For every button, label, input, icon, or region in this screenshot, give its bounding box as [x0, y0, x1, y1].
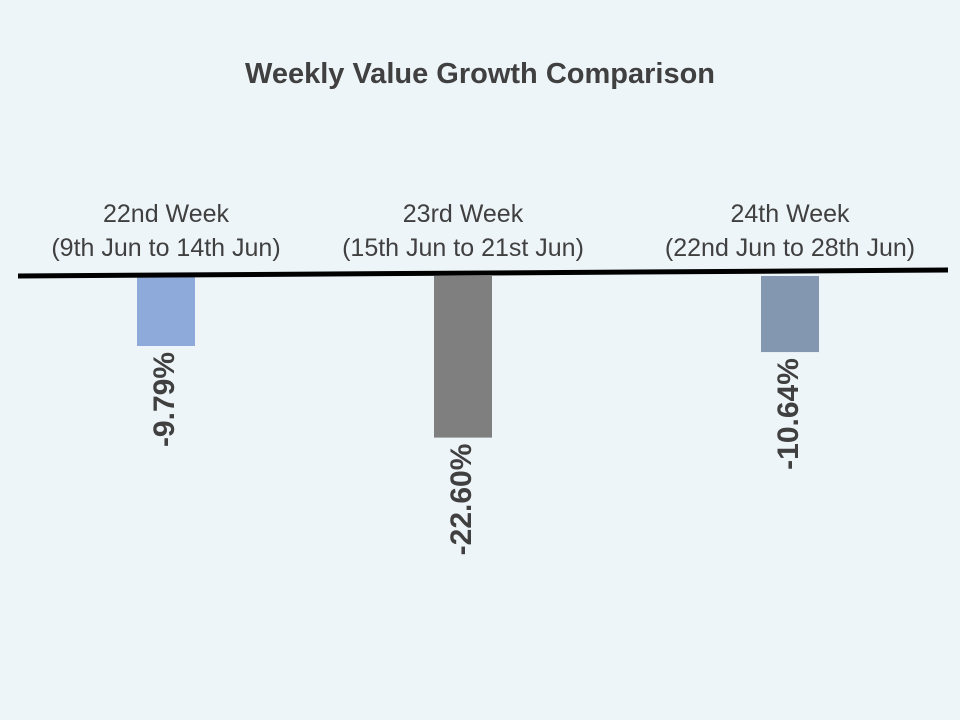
data-label-3: -10.64% [772, 358, 805, 470]
chart-title: Weekly Value Growth Comparison [244, 58, 716, 90]
category-label-2: 23rd Week (15th Jun to 21st Jun) [342, 200, 584, 262]
data-label-1: -9.79% [148, 352, 181, 447]
bar-1 [137, 276, 195, 346]
data-label-2: -22.60% [445, 444, 478, 556]
category-label-3: 24th Week (22nd Jun to 28th Jun) [665, 200, 915, 262]
zero-baseline [17, 267, 949, 279]
category-label-1: 22nd Week (9th Jun to 14th Jun) [51, 200, 280, 262]
bar-3 [761, 276, 819, 353]
bar-2 [434, 276, 492, 438]
